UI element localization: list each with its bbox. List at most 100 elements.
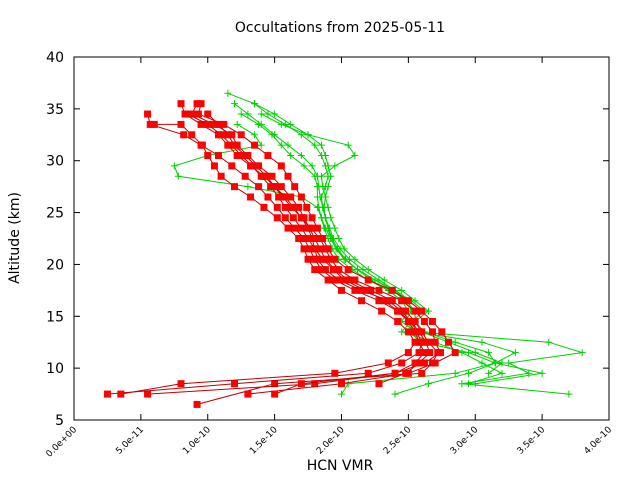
plus-marker xyxy=(277,141,285,149)
square-marker xyxy=(321,266,329,274)
plus-marker xyxy=(511,349,519,357)
square-marker xyxy=(252,162,260,170)
plus-marker xyxy=(251,131,259,139)
square-marker xyxy=(264,193,272,201)
square-marker xyxy=(197,120,205,128)
square-marker xyxy=(307,224,315,232)
plus-marker xyxy=(321,193,329,201)
series-line xyxy=(240,113,543,385)
square-marker xyxy=(316,235,324,242)
square-marker xyxy=(228,141,236,149)
plus-marker xyxy=(170,162,178,170)
plus-marker xyxy=(424,307,432,315)
square-marker xyxy=(248,162,256,170)
square-marker xyxy=(375,297,383,305)
square-marker xyxy=(311,380,319,388)
plus-marker xyxy=(287,152,295,160)
plus-marker xyxy=(317,172,325,180)
square-marker xyxy=(204,152,212,160)
series-line xyxy=(120,123,416,395)
square-marker xyxy=(304,235,312,242)
plus-marker xyxy=(311,141,319,149)
plus-marker xyxy=(364,266,372,274)
x-tick-label: 4.0e-10 xyxy=(583,425,615,457)
square-marker xyxy=(297,214,305,222)
plus-marker xyxy=(498,369,506,377)
plus-marker xyxy=(304,131,312,139)
axis-layer: 5 10 15 20 25 30 35 40 0.0e+00 5.0e-11 1.0e-10 1.5e… xyxy=(45,50,615,460)
square-marker xyxy=(117,390,125,398)
plus-marker xyxy=(505,359,513,367)
plus-marker xyxy=(237,110,245,118)
square-marker xyxy=(411,359,419,367)
square-marker xyxy=(284,224,292,232)
plus-marker xyxy=(335,235,343,242)
square-marker xyxy=(335,276,343,284)
green-profile-4 xyxy=(170,120,519,398)
square-marker xyxy=(198,141,206,149)
square-marker xyxy=(415,328,423,336)
square-marker xyxy=(426,349,434,357)
square-marker xyxy=(295,235,303,242)
plus-marker xyxy=(478,359,486,367)
red-profile-5 xyxy=(117,120,419,398)
square-marker xyxy=(388,297,396,305)
square-marker xyxy=(241,152,249,160)
red-profile-7 xyxy=(184,110,434,388)
square-marker xyxy=(224,131,232,139)
x-tick-label: 2.0e-10 xyxy=(315,425,347,457)
square-marker xyxy=(391,369,399,377)
plus-marker xyxy=(538,369,546,377)
square-marker xyxy=(411,307,419,315)
plus-marker xyxy=(331,224,339,232)
plus-marker xyxy=(257,141,265,149)
square-marker xyxy=(321,245,329,253)
square-marker xyxy=(210,162,218,170)
square-marker xyxy=(338,286,345,294)
plus-marker xyxy=(478,338,486,346)
square-marker xyxy=(291,183,299,191)
square-marker xyxy=(338,380,345,388)
plus-marker xyxy=(224,89,232,97)
square-marker xyxy=(351,286,359,294)
square-marker xyxy=(331,255,339,263)
square-marker xyxy=(331,369,339,377)
plus-marker xyxy=(398,286,406,294)
square-marker xyxy=(184,110,192,118)
x-tick-label: 1.0e-10 xyxy=(181,425,213,457)
red-profile-6 xyxy=(204,110,444,398)
plus-marker xyxy=(174,172,182,180)
square-marker xyxy=(291,224,299,232)
y-tick-label: 15 xyxy=(46,309,64,325)
red-profile-2 xyxy=(144,110,428,398)
series-layer xyxy=(103,89,586,408)
plus-marker xyxy=(255,120,263,128)
square-marker xyxy=(271,380,279,388)
square-marker xyxy=(273,203,281,211)
square-marker xyxy=(214,152,222,160)
square-marker xyxy=(264,152,272,160)
green-profile-5 xyxy=(251,100,506,388)
plus-marker xyxy=(344,380,352,388)
square-marker xyxy=(344,266,352,274)
square-marker xyxy=(445,338,452,346)
x-tick-label: 2.5e-10 xyxy=(382,425,414,457)
square-marker xyxy=(217,131,225,139)
plus-marker xyxy=(284,141,292,149)
plus-marker xyxy=(458,380,466,388)
square-marker xyxy=(271,183,279,191)
series-line xyxy=(227,92,497,395)
square-marker xyxy=(404,328,412,336)
square-marker xyxy=(146,120,154,128)
square-marker xyxy=(380,297,388,305)
square-marker xyxy=(378,307,386,315)
square-marker xyxy=(267,183,275,191)
square-marker xyxy=(398,359,406,367)
plus-marker xyxy=(340,245,348,253)
square-marker xyxy=(231,183,238,191)
square-marker xyxy=(228,162,236,170)
square-marker xyxy=(415,349,423,357)
square-marker xyxy=(210,120,218,128)
square-marker xyxy=(436,349,444,357)
